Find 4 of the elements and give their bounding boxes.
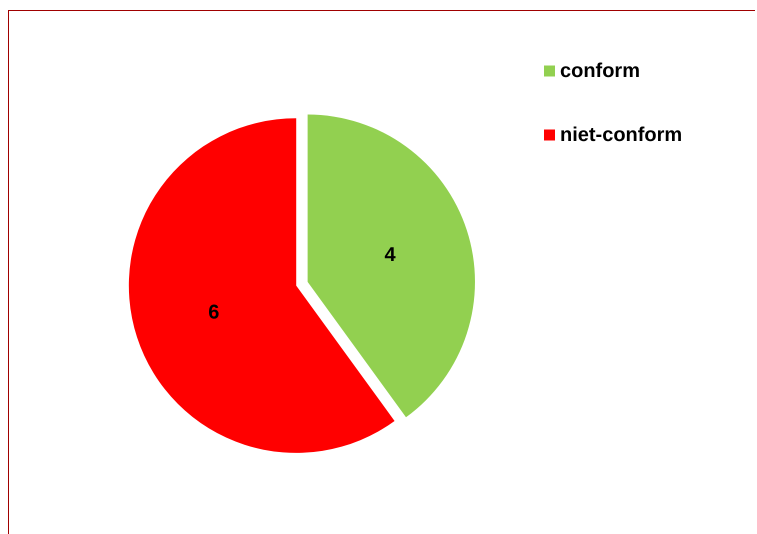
data-label: 6 (208, 301, 220, 324)
legend-label: niet-conform (560, 124, 682, 146)
legend-label: conform (560, 60, 640, 82)
data-label: 4 (384, 244, 396, 266)
